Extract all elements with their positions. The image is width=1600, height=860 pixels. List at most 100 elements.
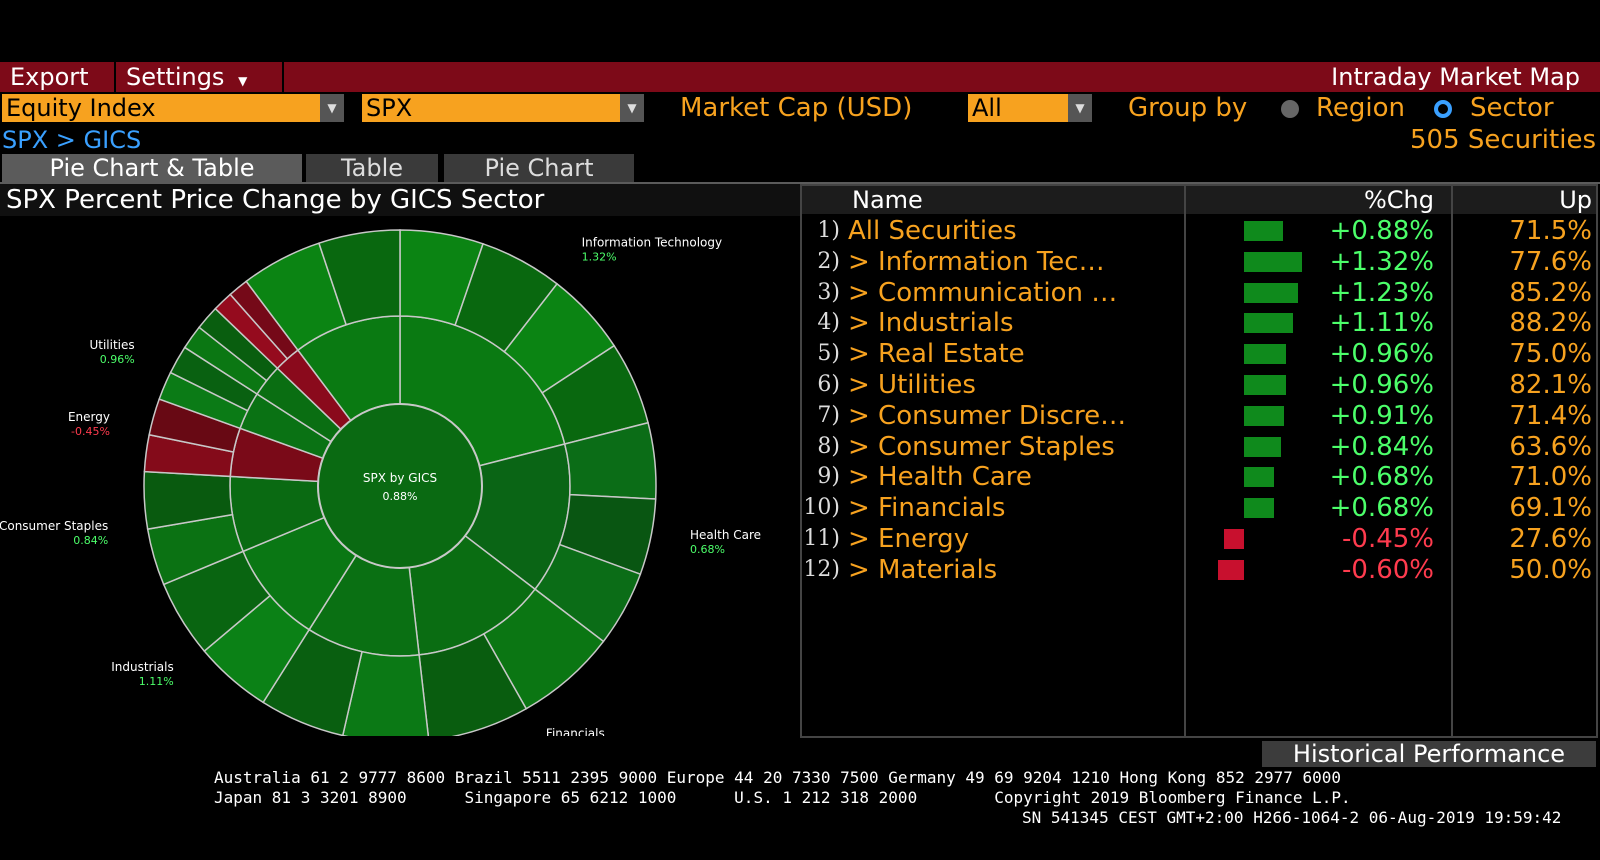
chart-title: SPX Percent Price Change by GICS Sector — [0, 184, 800, 216]
table-row[interactable]: 3) > Communication … +1.23% 85.2% — [802, 278, 1596, 308]
pie-label-name: Information Technology — [582, 235, 723, 249]
change-bar — [1244, 405, 1285, 426]
row-up-pct: 71.4% — [1509, 400, 1592, 431]
change-bar — [1217, 559, 1244, 580]
region-label[interactable]: Region — [1316, 93, 1406, 123]
row-up-pct: 77.6% — [1509, 246, 1592, 277]
row-up-pct: 63.6% — [1509, 431, 1592, 462]
table-row[interactable]: 9) > Health Care +0.68% 71.0% — [802, 462, 1596, 492]
pie-slice-industry[interactable] — [317, 229, 401, 326]
row-number: 9) — [817, 464, 840, 490]
row-name[interactable]: > Materials — [848, 554, 998, 585]
table-row[interactable]: 10) > Financials +0.68% 69.1% — [802, 493, 1596, 523]
row-change: +1.23% — [1329, 277, 1434, 308]
row-change: -0.45% — [1342, 524, 1434, 554]
row-change: +0.96% — [1329, 339, 1434, 370]
pie-center-value: 0.88% — [383, 490, 418, 503]
row-name[interactable]: > Energy — [848, 524, 970, 554]
table-header: Name %Chg Up — [802, 186, 1596, 214]
table-row[interactable]: 1) All Securities +0.88% 71.5% — [802, 216, 1596, 246]
row-up-pct: 88.2% — [1509, 308, 1592, 339]
session-info: SN 541345 CEST GMT+2:00 H266-1064-2 06-A… — [1022, 808, 1562, 827]
change-bar — [1244, 251, 1303, 272]
pie-label-name: Health Care — [690, 528, 761, 542]
chevron-down-icon[interactable]: ▼ — [1068, 94, 1092, 122]
row-change: +0.91% — [1329, 400, 1434, 431]
row-name[interactable]: > Consumer Discre… — [848, 400, 1127, 431]
row-change: +0.88% — [1329, 216, 1434, 246]
market-cap-label: Market Cap (USD) — [680, 93, 913, 123]
chevron-down-icon: ▼ — [238, 74, 248, 88]
up-column-header[interactable]: Up — [1559, 186, 1592, 214]
column-divider — [1184, 186, 1186, 736]
tab-pie-chart[interactable]: Pie Chart — [444, 154, 634, 182]
row-number: 12) — [803, 556, 840, 582]
row-name[interactable]: All Securities — [848, 216, 1017, 246]
row-up-pct: 85.2% — [1509, 277, 1592, 308]
change-bar — [1244, 436, 1281, 457]
table-row[interactable]: 11) > Energy -0.45% 27.6% — [802, 524, 1596, 554]
chevron-down-icon[interactable]: ▼ — [320, 94, 344, 122]
tab-table[interactable]: Table — [306, 154, 438, 182]
table-row[interactable]: 2) > Information Tec… +1.32% 77.6% — [802, 247, 1596, 277]
group-by-label: Group by — [1128, 93, 1248, 123]
row-change: +0.96% — [1329, 370, 1434, 400]
row-name[interactable]: > Information Tec… — [848, 246, 1105, 277]
market-cap-dropdown[interactable]: All — [968, 94, 1068, 122]
row-change: +0.68% — [1329, 462, 1434, 493]
change-bar — [1244, 221, 1283, 241]
row-change: -0.60% — [1342, 554, 1434, 585]
pie-label-name: Industrials — [111, 660, 174, 674]
export-button[interactable]: Export — [0, 62, 116, 92]
tab-pie-chart-table[interactable]: Pie Chart & Table — [2, 154, 302, 182]
row-change: +1.32% — [1329, 246, 1434, 277]
ticker-dropdown[interactable]: SPX — [362, 94, 620, 122]
pie-label-name: Consumer Staples — [0, 519, 108, 533]
contact-copyright-line: Japan 81 3 3201 8900 Singapore 65 6212 1… — [214, 788, 1351, 807]
table-row[interactable]: 12) > Materials -0.60% 50.0% — [802, 555, 1596, 585]
row-name[interactable]: > Utilities — [848, 370, 976, 400]
row-change: +0.68% — [1329, 493, 1434, 524]
table-row[interactable]: 6) > Utilities +0.96% 82.1% — [802, 370, 1596, 400]
region-radio[interactable] — [1281, 100, 1299, 118]
name-column-header[interactable]: Name — [852, 186, 923, 214]
table-row[interactable]: 8) > Consumer Staples +0.84% 63.6% — [802, 432, 1596, 462]
table-row[interactable]: 5) > Real Estate +0.96% 75.0% — [802, 339, 1596, 369]
row-name[interactable]: > Financials — [848, 493, 1006, 524]
row-name[interactable]: > Industrials — [848, 308, 1014, 339]
row-name[interactable]: > Health Care — [848, 462, 1032, 493]
sector-radio[interactable] — [1434, 100, 1452, 118]
chevron-down-icon[interactable]: ▼ — [620, 94, 644, 122]
row-up-pct: 69.1% — [1509, 493, 1592, 524]
table-row[interactable]: 4) > Industrials +1.11% 88.2% — [802, 308, 1596, 338]
table-row[interactable]: 7) > Consumer Discre… +0.91% 71.4% — [802, 401, 1596, 431]
row-number: 3) — [817, 279, 840, 305]
sector-label[interactable]: Sector — [1470, 93, 1554, 123]
row-change: +0.84% — [1329, 431, 1434, 462]
index-type-dropdown[interactable]: Equity Index — [2, 94, 320, 122]
pie-center[interactable] — [317, 403, 483, 569]
security-count: 505 Securities — [1409, 125, 1596, 155]
contact-line: Australia 61 2 9777 8600 Brazil 5511 239… — [214, 768, 1342, 787]
change-bar — [1244, 344, 1287, 365]
pie-center-title: SPX by GICS — [363, 471, 437, 485]
app-title: Intraday Market Map — [1331, 63, 1580, 91]
change-bar — [1224, 529, 1244, 549]
historical-performance-button[interactable]: Historical Performance — [1262, 741, 1596, 767]
change-bar — [1244, 282, 1299, 303]
row-number: 8) — [817, 433, 840, 459]
settings-menu[interactable]: Settings ▼ — [116, 62, 284, 92]
row-name[interactable]: > Consumer Staples — [848, 431, 1115, 462]
row-up-pct: 71.5% — [1509, 216, 1592, 246]
row-number: 7) — [817, 402, 840, 428]
row-number: 11) — [803, 526, 840, 551]
row-name[interactable]: > Communication … — [848, 277, 1118, 308]
pie-label-value: 1.11% — [139, 675, 174, 688]
breadcrumb[interactable]: SPX > GICS — [2, 126, 142, 154]
tab-divider — [0, 182, 1600, 184]
pie-label-value: 1.32% — [582, 250, 617, 263]
pie-label-value: 0.84% — [73, 534, 108, 547]
row-name[interactable]: > Real Estate — [848, 339, 1025, 370]
chg-column-header[interactable]: %Chg — [1363, 186, 1434, 214]
